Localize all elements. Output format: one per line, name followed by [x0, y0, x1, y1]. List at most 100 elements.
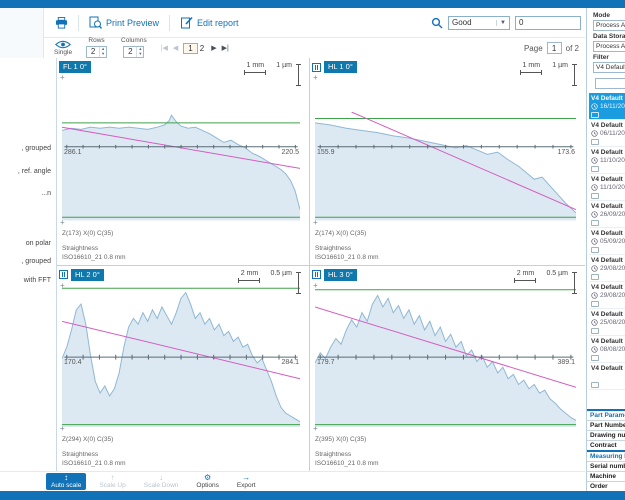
result-list-item[interactable]: V4 Default 05/09/2017 — [589, 228, 625, 255]
filter-standard-label: ISO16610_21 0.8 mm — [315, 460, 379, 467]
eye-icon — [55, 40, 72, 49]
results-search-input[interactable] — [595, 78, 625, 89]
profile-plot[interactable]: 286.1 220.5 — [62, 112, 300, 221]
previous-page-icon[interactable]: ◀ — [172, 45, 179, 52]
export-button[interactable]: → Export — [232, 473, 261, 491]
edit-report-button[interactable]: Edit report — [175, 13, 244, 32]
columns-stepper: Columns 2 ▲ ▼ — [121, 38, 147, 58]
profile-plot[interactable]: 170.4 284.1 — [62, 284, 300, 427]
result-list-item[interactable]: V4 Default 11/10/2017 — [589, 174, 625, 201]
axis-start-value: 179.7 — [317, 358, 335, 366]
parameter-row[interactable]: Machine — [587, 471, 625, 481]
chart-title-badge[interactable]: HL 2 0° — [71, 268, 104, 281]
page-button[interactable]: 2 — [199, 43, 205, 53]
result-list-item[interactable]: V4 Default 29/08/2017 — [589, 282, 625, 309]
print-preview-button[interactable]: Print Preview — [84, 13, 164, 32]
chart-title-badge[interactable]: HL 1 0° — [324, 61, 357, 73]
result-list-item[interactable]: V4 Default 29/08/2017 — [589, 255, 625, 282]
columns-input[interactable]: 2 ▲ ▼ — [123, 45, 145, 58]
print-button[interactable] — [50, 14, 73, 32]
last-page-icon[interactable]: ▶| — [221, 45, 229, 52]
rows-stepper: Rows 2 ▲ ▼ — [86, 38, 108, 58]
result-list-item[interactable]: V4 Default 16/11/2017 — [589, 93, 625, 120]
options-button[interactable]: ⚙ Options — [191, 473, 223, 491]
result-list-item[interactable]: V4 Default 26/09/2017 — [589, 201, 625, 228]
profile-marker-icon[interactable] — [312, 62, 321, 72]
rows-value: 2 — [90, 46, 96, 56]
result-list-item[interactable]: V4 Default 11/10/2017 — [589, 147, 625, 174]
sidebar-option-label[interactable]: , grouped — [21, 145, 51, 152]
axis-cross-marker: + — [60, 424, 65, 433]
page-indicator-value[interactable]: 1 — [546, 42, 562, 54]
filter-dropdown[interactable]: V4 Default — [593, 62, 625, 73]
note-icon — [591, 301, 599, 307]
result-list-item[interactable]: V4 Default 06/11/2017 — [589, 120, 625, 147]
clock-icon — [591, 238, 598, 245]
x-scale-bar-icon — [514, 277, 537, 283]
profile-marker-icon[interactable] — [312, 270, 321, 279]
axis-cross-marker: + — [313, 217, 318, 227]
scale-up-icon: ↑ — [110, 472, 115, 482]
search-text-input[interactable] — [515, 15, 581, 30]
position-label: Z(174) X(0) C(35) — [315, 229, 367, 237]
first-page-icon[interactable]: |◀ — [160, 45, 168, 52]
parameter-row[interactable]: Order — [587, 481, 625, 491]
clock-icon — [591, 319, 598, 326]
button-label: Auto scale — [51, 481, 82, 489]
filter-label: Filter — [593, 54, 609, 61]
axis-cross-marker: + — [60, 280, 65, 290]
scale-down-button: ↓ Scale Down — [139, 473, 184, 491]
parameter-section-header[interactable]: Part Parameters — [587, 409, 625, 420]
rows-input[interactable]: 2 ▲ ▼ — [86, 45, 108, 58]
sidebar-option-label[interactable]: on polar — [25, 240, 51, 247]
position-label: Z(395) X(0) C(35) — [315, 436, 367, 443]
chart-title-badge[interactable]: HL 3 0° — [324, 268, 357, 281]
sidebar-option-label[interactable]: , grouped — [21, 258, 51, 265]
mode-dropdown[interactable]: Process Analyzer — [593, 20, 625, 31]
result-date: 26/09/2017 — [600, 211, 625, 218]
x-scale-bar-icon — [520, 70, 543, 75]
parameter-row[interactable]: Serial number — [587, 461, 625, 471]
search-quality-value: Good — [452, 18, 472, 27]
parameter-row[interactable]: Part Number — [587, 420, 625, 430]
profile-plot[interactable]: 179.7 389.1 — [315, 284, 576, 427]
stepper-arrows-icon[interactable]: ▲ ▼ — [99, 45, 106, 57]
result-list-item[interactable]: V4 Default 08/08/2017 — [589, 336, 625, 363]
page-indicator-total: of 2 — [565, 43, 579, 53]
sidebar-option-label[interactable]: , ref. angle — [17, 168, 51, 175]
auto-scale-button[interactable]: ↕ Auto scale — [46, 472, 87, 491]
results-panel: Mode Process Analyzer Data Storage Proce… — [586, 8, 625, 491]
chart-panel: HL 1 0° 1 mm 1 µm + + 155.9 173.6 Z(174)… — [309, 58, 585, 265]
data-storage-dropdown[interactable]: Process Analyzer — [593, 41, 625, 52]
note-icon — [591, 112, 599, 118]
position-label: Z(173) X(0) C(35) — [62, 229, 114, 237]
chart-title-badge[interactable]: FL 1 0° — [59, 61, 91, 73]
note-icon — [591, 139, 599, 145]
scale-up-button: ↑ Scale Up — [94, 473, 130, 491]
note-icon — [591, 274, 599, 280]
parameter-section-header[interactable]: Measuring Parameters — [587, 450, 625, 461]
export-icon: → — [242, 472, 251, 482]
profile-plot[interactable]: 155.9 173.6 — [315, 112, 576, 221]
sidebar-option-label[interactable]: ...n — [41, 190, 51, 197]
next-page-icon[interactable]: ▶ — [211, 45, 217, 52]
axis-cross-marker: + — [60, 73, 65, 82]
app-window: Print Preview Edit report Good ▼ — [0, 8, 625, 491]
parameter-row[interactable]: Drawing number — [587, 430, 625, 440]
page-button[interactable]: 1 — [183, 42, 198, 54]
result-name: V4 Default — [591, 338, 623, 345]
columns-label: Columns — [121, 37, 147, 45]
result-list-item[interactable]: V4 Default 25/08/2017 — [589, 309, 625, 336]
clock-icon — [591, 157, 598, 164]
bottom-toolbar: ↕ Auto scale ↑ Scale Up ↓ Scale Down ⚙ Options →… — [0, 471, 585, 491]
result-list-item[interactable]: V4 Default — [589, 363, 625, 390]
profile-marker-icon[interactable] — [59, 270, 68, 279]
stepper-arrows-icon[interactable]: ▲ ▼ — [136, 45, 143, 57]
page-indicator-label: Page — [523, 43, 543, 53]
sidebar-option-label[interactable]: with FFT — [23, 277, 51, 284]
parameter-row[interactable]: Contract — [587, 440, 625, 450]
search-quality-dropdown[interactable]: Good ▼ — [448, 15, 510, 30]
chart-scale-indicators: 1 mm 1 µm — [244, 62, 301, 86]
single-view-button[interactable]: Single — [54, 40, 72, 57]
mode-label: Mode — [593, 12, 610, 19]
